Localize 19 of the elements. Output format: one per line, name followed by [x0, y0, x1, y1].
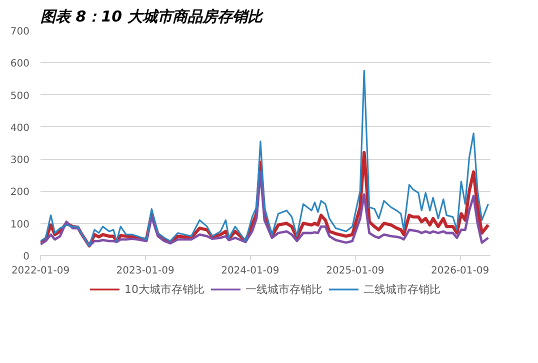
chart-title: 图表 8：10 大城市商品房存销比 [40, 8, 264, 26]
legend-label: 10大城市存销比 [124, 282, 204, 296]
x-tick-label: 2023-01-09 [116, 266, 174, 276]
x-tick-label: 2022-01-09 [11, 266, 70, 276]
legend-label: 二线城市存销比 [364, 282, 440, 296]
y-tick-label: 600 [10, 58, 30, 70]
x-tick-label: 2025-01-09 [326, 266, 384, 276]
y-tick-label: 200 [10, 187, 30, 198]
y-tick-label: 0 [23, 252, 30, 262]
line-series [40, 170, 490, 248]
y-tick-label: 400 [10, 122, 30, 134]
y-tick-label: 100 [10, 219, 30, 230]
y-tick-label: 700 [10, 26, 30, 38]
legend-label: 一线城市存销比 [246, 282, 322, 296]
y-tick-label: 500 [10, 90, 30, 102]
x-tick-label: 2024-01-09 [221, 266, 280, 276]
line-series [40, 70, 490, 247]
x-tick-label: 2026-01-09 [431, 266, 490, 276]
y-tick-label: 300 [10, 155, 30, 166]
